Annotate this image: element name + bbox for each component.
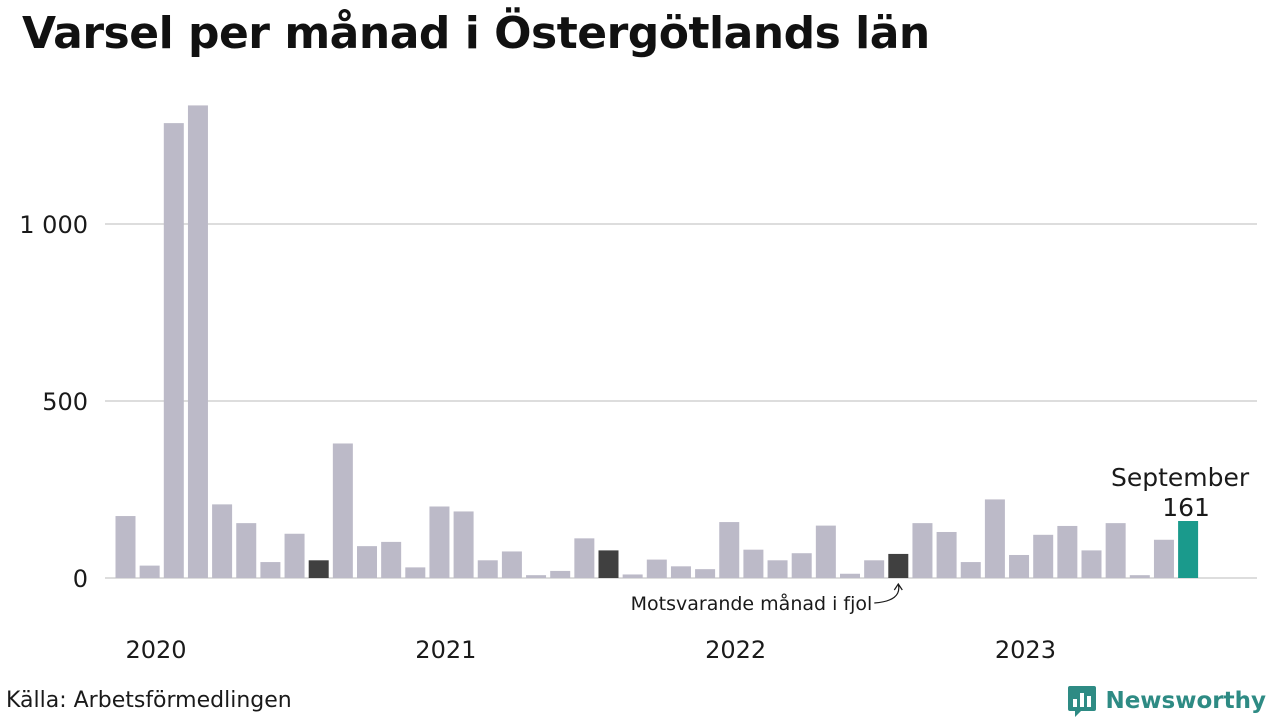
bar bbox=[936, 531, 957, 578]
x-tick-label: 2021 bbox=[415, 636, 476, 664]
bar bbox=[960, 562, 981, 578]
bar bbox=[1033, 534, 1054, 578]
bar bbox=[357, 546, 377, 578]
highlight-month-label: September bbox=[1111, 463, 1250, 492]
bar bbox=[646, 559, 667, 578]
bar bbox=[622, 574, 643, 578]
bar bbox=[212, 504, 233, 578]
bar bbox=[501, 551, 522, 578]
chart-bars-icon bbox=[1068, 686, 1097, 717]
source-note: Källa: Arbetsförmedlingen bbox=[6, 688, 292, 713]
bar-highlight bbox=[1178, 521, 1199, 578]
grid-lines bbox=[105, 223, 1257, 579]
x-axis-tick-labels: 2020 2021 2022 2023 bbox=[126, 636, 1056, 664]
bar bbox=[864, 560, 885, 578]
y-tick-label: 0 bbox=[73, 565, 88, 593]
bar bbox=[163, 123, 184, 579]
bar bbox=[1057, 525, 1078, 578]
bars bbox=[115, 105, 1199, 579]
bar bbox=[453, 511, 474, 578]
bar bbox=[670, 566, 691, 578]
bar bbox=[767, 560, 788, 578]
bar bbox=[984, 499, 1005, 578]
y-tick-label: 500 bbox=[42, 388, 88, 416]
bar bbox=[840, 573, 860, 578]
bar bbox=[187, 105, 208, 578]
brand-logo: Newsworthy bbox=[1067, 684, 1266, 718]
x-tick-label: 2020 bbox=[126, 636, 187, 664]
bar-comparison bbox=[308, 560, 329, 578]
highlight-value-label: 161 bbox=[1162, 493, 1210, 522]
bar bbox=[791, 553, 812, 578]
bar-comparison bbox=[598, 550, 619, 578]
bar bbox=[405, 567, 426, 578]
bar bbox=[912, 523, 933, 578]
bar bbox=[743, 549, 764, 578]
chart-title: Varsel per månad i Östergötlands län bbox=[22, 8, 930, 59]
x-tick-label: 2022 bbox=[705, 636, 766, 664]
y-axis-tick-labels: 0 500 1 000 bbox=[19, 211, 88, 593]
bar bbox=[284, 533, 305, 578]
bar bbox=[1153, 539, 1174, 578]
bar bbox=[815, 525, 836, 578]
bar bbox=[550, 570, 571, 578]
bar bbox=[381, 541, 402, 578]
bar-comparison bbox=[888, 553, 909, 578]
bar bbox=[115, 516, 136, 578]
bar bbox=[429, 506, 450, 578]
bar bbox=[719, 522, 740, 578]
annotations: September 161 Motsvarande månad i fjol bbox=[631, 463, 1250, 615]
bar bbox=[236, 523, 257, 578]
comparison-annotation-arrow bbox=[874, 582, 903, 604]
bar bbox=[139, 565, 160, 578]
comparison-annotation-label: Motsvarande månad i fjol bbox=[631, 592, 873, 615]
bar bbox=[574, 538, 595, 578]
bar bbox=[695, 569, 716, 578]
bar bbox=[1129, 575, 1150, 578]
bar bbox=[477, 560, 498, 578]
bar bbox=[1105, 523, 1126, 578]
brand-name: Newsworthy bbox=[1105, 688, 1266, 714]
bar bbox=[260, 562, 281, 578]
x-tick-label: 2023 bbox=[995, 636, 1056, 664]
bar bbox=[332, 443, 353, 578]
bar bbox=[1009, 554, 1030, 578]
y-tick-label: 1 000 bbox=[19, 211, 88, 239]
bar bbox=[526, 575, 547, 578]
bar bbox=[1081, 550, 1102, 578]
